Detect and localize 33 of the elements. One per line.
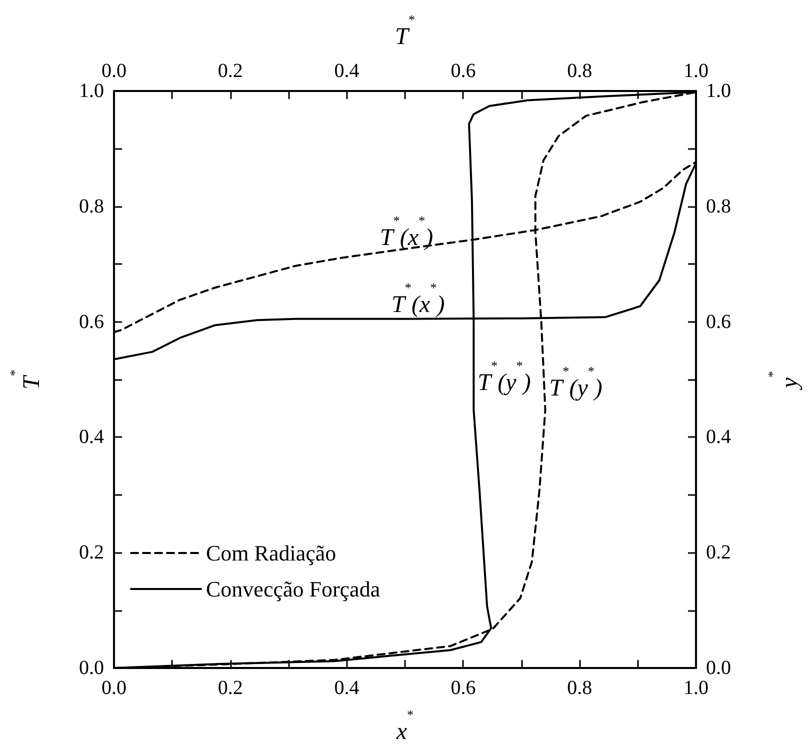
y2-tick-label: 0.6: [706, 310, 731, 333]
x-tick-label: 0.2: [218, 677, 243, 699]
y-tick-label: 0.4: [79, 426, 104, 448]
x2-tick-label: 0.6: [450, 60, 476, 82]
x-tick-label: 0.0: [102, 677, 126, 699]
x-axis-title: x*: [395, 707, 414, 745]
x2-tick-label: 1.0: [684, 60, 708, 82]
y2-tick-label: 0.0: [706, 657, 731, 679]
annotation: T*(y*): [478, 358, 531, 396]
y-tick-label: 0.8: [79, 195, 104, 218]
x-tick-label: 0.6: [450, 677, 476, 699]
legend-label: Convecção Forçada: [206, 576, 380, 602]
y-axis-title: T*: [7, 370, 45, 390]
x-tick-label: 0.8: [567, 677, 592, 699]
y2-axis-title: y*: [765, 370, 803, 390]
y2-tick-label: 0.2: [706, 542, 731, 564]
y2-tick-label: 0.4: [706, 426, 731, 448]
annotation: T*(y*): [549, 364, 602, 402]
y-tick-label: 0.0: [79, 657, 104, 679]
y-tick-label: 1.0: [79, 80, 104, 102]
y-tick-label: 0.2: [79, 542, 104, 564]
y-tick-label: 0.6: [79, 310, 104, 333]
x2-tick-label: 0.8: [567, 60, 592, 82]
y2-tick-label: 0.8: [706, 195, 731, 218]
y2-tick-label: 1.0: [706, 80, 731, 102]
x2-axis-title: T*: [395, 12, 415, 50]
x-tick-label: 0.4: [334, 677, 360, 699]
x2-tick-label: 0.2: [218, 60, 243, 82]
legend-label: Com Radiação: [206, 540, 336, 566]
annotation: T*(x*): [392, 280, 445, 318]
x2-tick-label: 0.4: [334, 60, 360, 82]
x-tick-label: 1.0: [684, 677, 708, 699]
x2-tick-label: 0.0: [102, 60, 126, 82]
